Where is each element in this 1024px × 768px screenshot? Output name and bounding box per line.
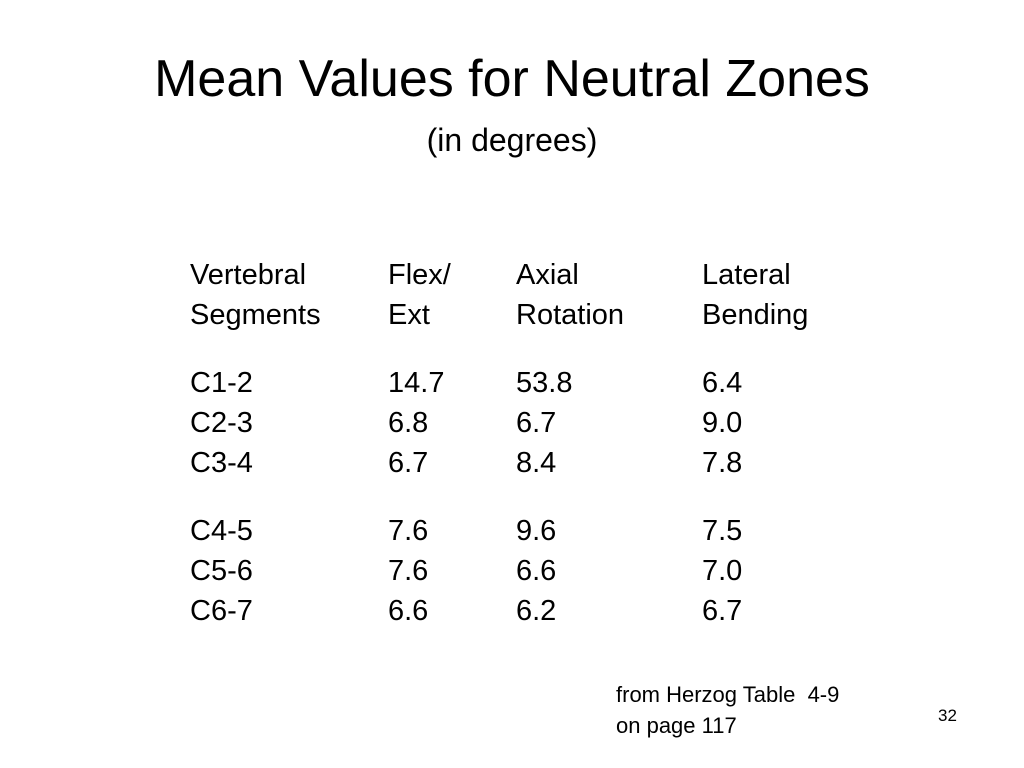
slide-subtitle: (in degrees) <box>426 122 598 158</box>
axial-rotation-cell: 9.6 <box>516 515 557 547</box>
lateral-bending-cell: 7.8 <box>702 447 743 479</box>
slide-title: Mean Values for Neutral Zones <box>154 50 870 108</box>
header-lateral-bending-line1: Lateral <box>702 259 791 291</box>
header-flex-ext-line1: Flex/ <box>388 259 451 291</box>
header-segments-line1: Vertebral <box>190 259 307 291</box>
lateral-bending-cell: 7.5 <box>702 515 743 547</box>
axial-rotation-cell: 8.4 <box>516 447 557 479</box>
axial-rotation-cell: 53.8 <box>516 367 573 399</box>
header-segments-line2: Segments <box>190 299 321 331</box>
header-axial-rotation-line2: Rotation <box>516 299 625 331</box>
axial-rotation-cell: 6.2 <box>516 595 557 627</box>
flex-ext-cell: 6.8 <box>388 407 429 439</box>
flex-ext-cell: 7.6 <box>388 515 429 547</box>
lateral-bending-cell: 6.4 <box>702 367 743 399</box>
flex-ext-cell: 6.7 <box>388 447 429 479</box>
source-line-1: from Herzog Table 4-9 <box>616 682 840 707</box>
source-citation: from Herzog Table 4-9 on page 117 <box>616 679 839 741</box>
lateral-bending-cell: 7.0 <box>702 555 743 587</box>
segment-cell: C3-4 <box>190 447 253 479</box>
segment-cell: C5-6 <box>190 555 253 587</box>
lateral-bending-cell: 6.7 <box>702 595 743 627</box>
segment-cell: C4-5 <box>190 515 253 547</box>
segment-cell: C2-3 <box>190 407 253 439</box>
slide-number: 32 <box>938 706 957 725</box>
header-flex-ext-line2: Ext <box>388 299 430 331</box>
segment-cell: C6-7 <box>190 595 253 627</box>
flex-ext-cell: 7.6 <box>388 555 429 587</box>
axial-rotation-cell: 6.7 <box>516 407 557 439</box>
axial-rotation-cell: 6.6 <box>516 555 557 587</box>
header-lateral-bending-line2: Bending <box>702 299 809 331</box>
lateral-bending-cell: 9.0 <box>702 407 743 439</box>
flex-ext-cell: 14.7 <box>388 367 445 399</box>
source-line-2: on page 117 <box>616 713 737 738</box>
segment-cell: C1-2 <box>190 367 253 399</box>
flex-ext-cell: 6.6 <box>388 595 429 627</box>
header-axial-rotation-line1: Axial <box>516 259 579 291</box>
